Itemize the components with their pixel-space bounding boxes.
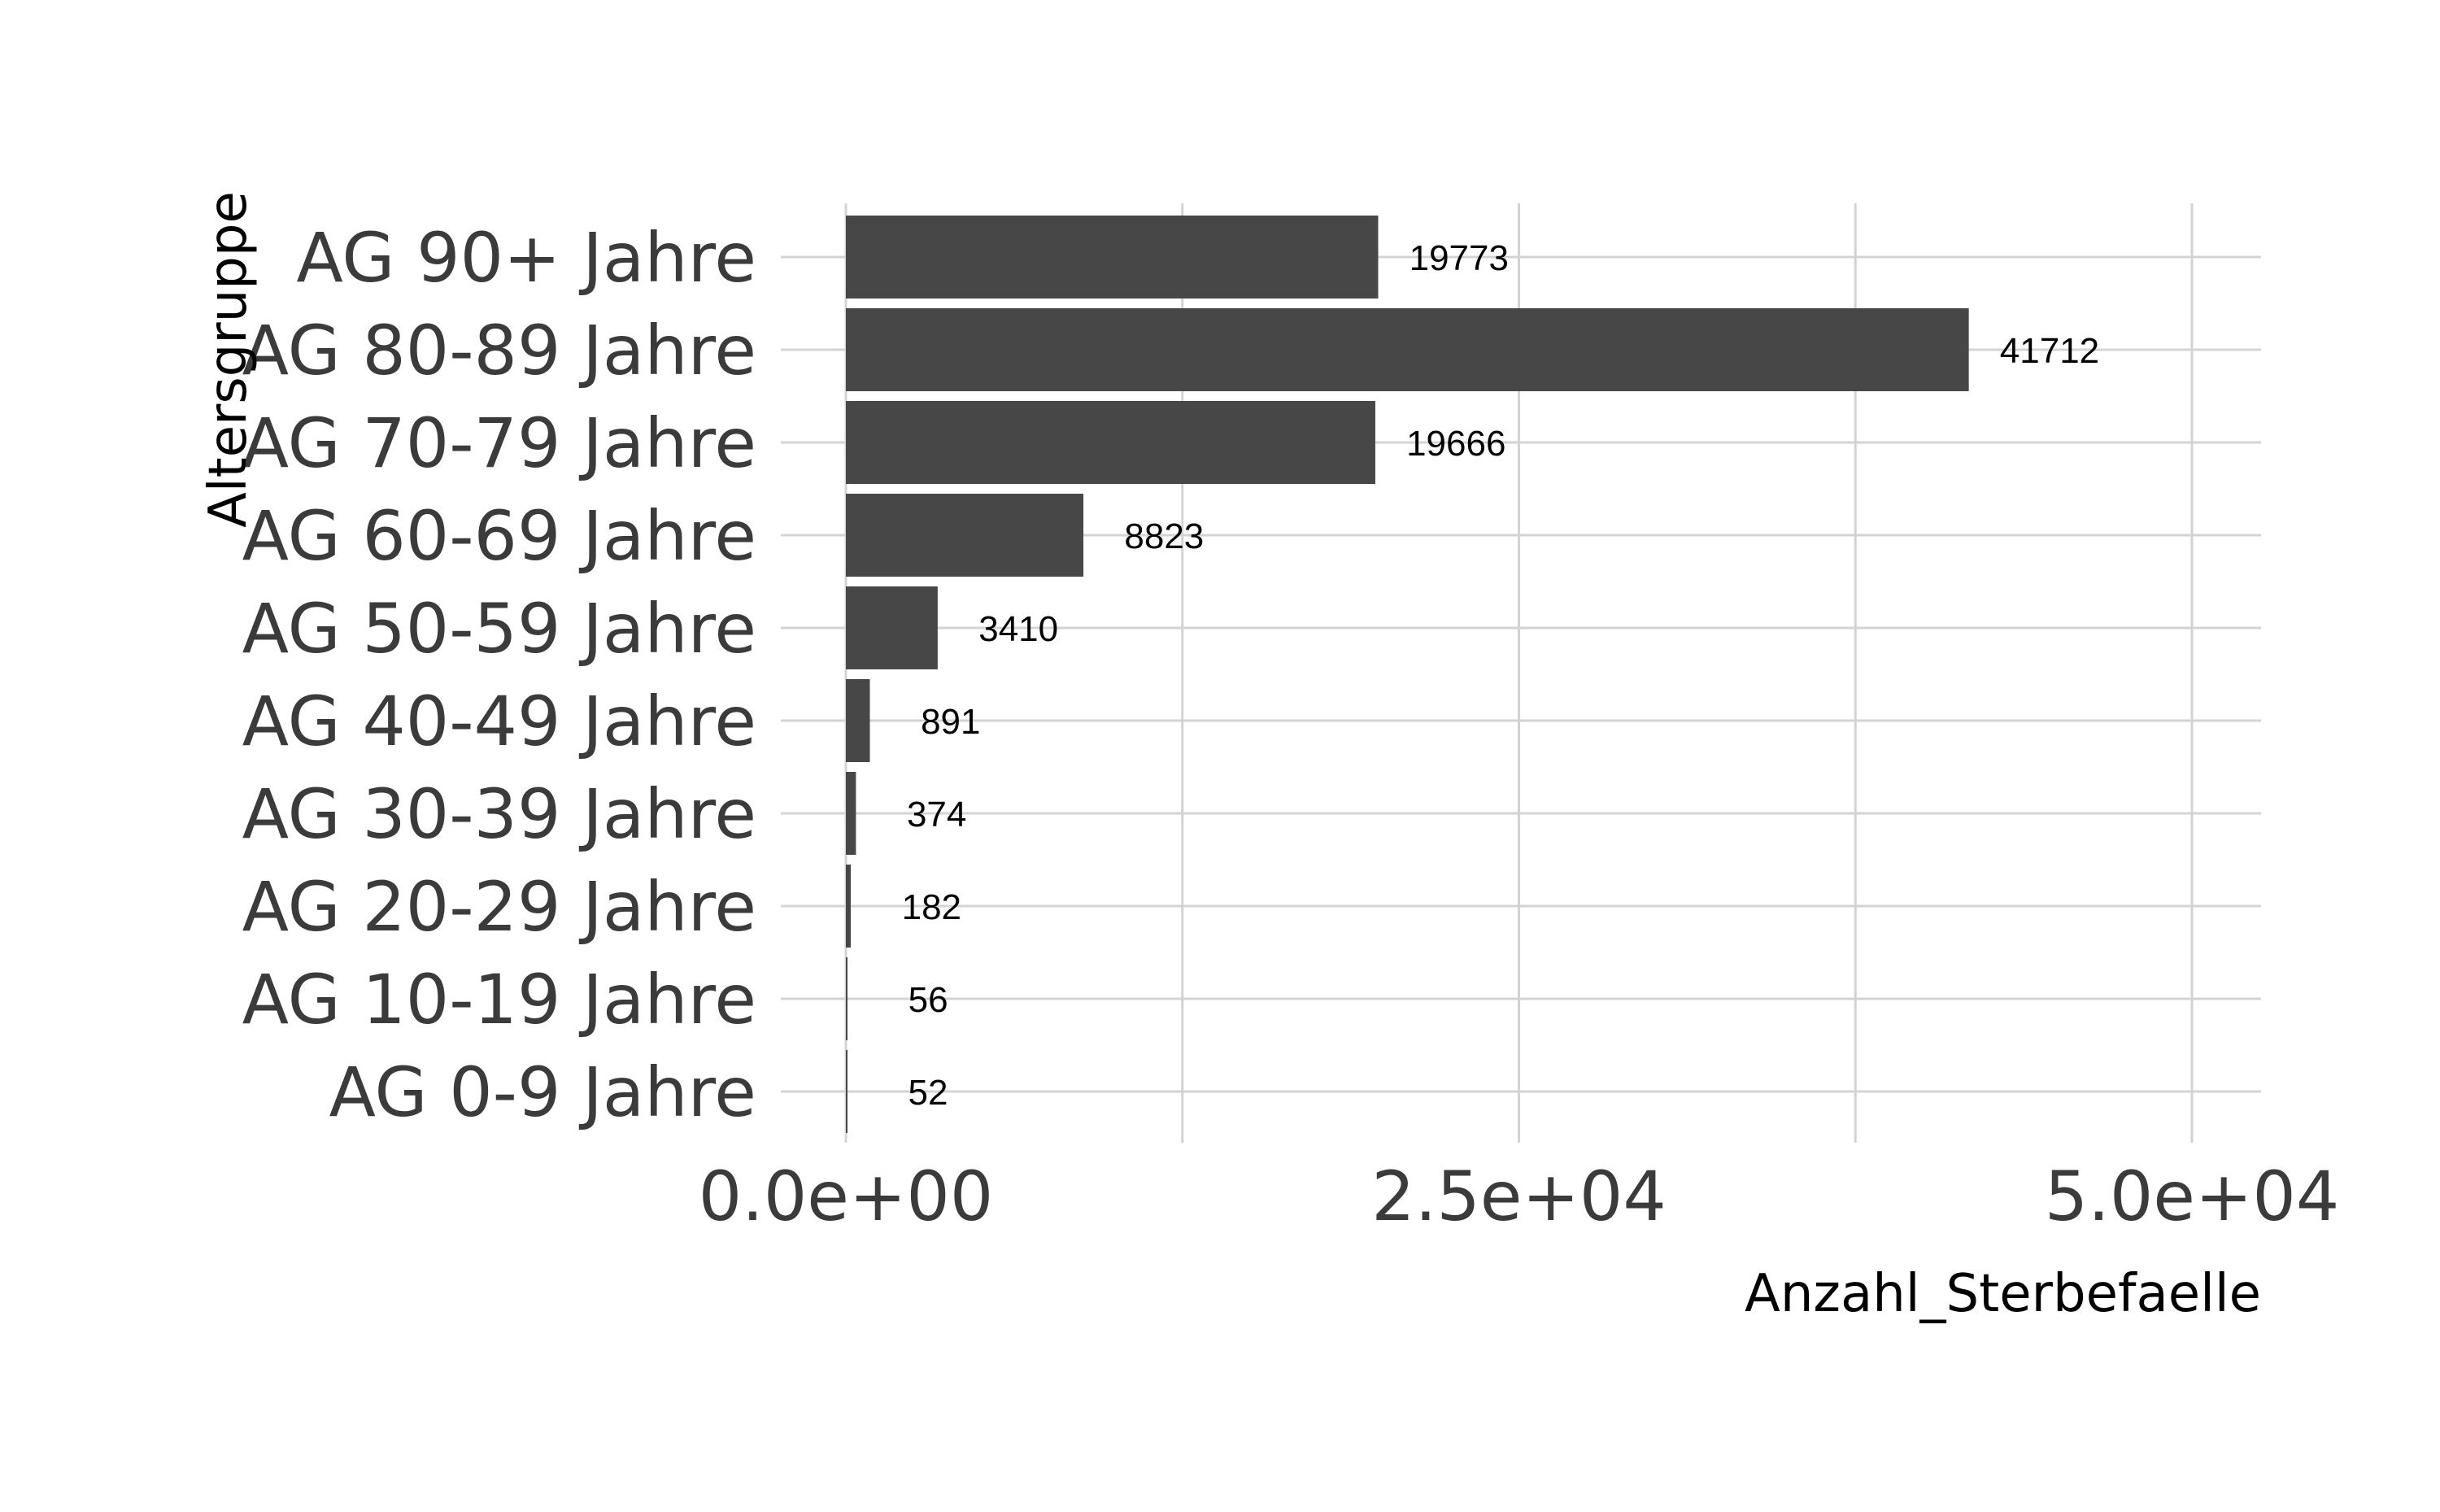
x-tick-label: 2.5e+04 (1371, 1157, 1667, 1236)
y-tick-label: AG 70-79 Jahre (242, 403, 756, 483)
bar (846, 216, 1379, 298)
bar (846, 586, 938, 669)
data-label: 891 (921, 702, 980, 742)
y-tick-label: AG 30-39 Jahre (242, 774, 756, 854)
y-tick-label: AG 50-59 Jahre (242, 589, 756, 669)
y-axis-tick-labels: AG 0-9 Jahre AG 10-19 Jahre AG 20-29 Jahre… (242, 218, 756, 1132)
bar (846, 679, 870, 762)
x-axis-tick-labels: 0.0e+00 2.5e+04 5.0e+04 (699, 1157, 2340, 1236)
y-axis-title: Altersgruppe (198, 191, 259, 528)
bar (846, 957, 847, 1040)
x-tick-label: 0.0e+00 (699, 1157, 994, 1236)
bar (846, 865, 852, 948)
x-axis-title: Anzahl_Sterbefaelle (1745, 1264, 2261, 1324)
y-tick-label: AG 60-69 Jahre (242, 496, 756, 576)
y-tick-label: AG 40-49 Jahre (242, 682, 756, 761)
data-label: 374 (907, 795, 966, 834)
bars-layer (846, 216, 1969, 1133)
bar (846, 401, 1375, 484)
y-tick-label: AG 10-19 Jahre (242, 960, 756, 1039)
data-label: 3410 (978, 609, 1058, 649)
y-tick-label: AG 20-29 Jahre (242, 867, 756, 947)
data-label: 19773 (1410, 238, 1509, 278)
data-labels-layer: 52 56 182 374 891 3410 8823 19666 41712 19773 (902, 238, 2100, 1113)
y-tick-label: AG 80-89 Jahre (242, 311, 756, 390)
data-label: 182 (902, 887, 961, 927)
data-label: 19666 (1406, 424, 1505, 464)
data-label: 41712 (2000, 331, 2099, 371)
y-tick-label: AG 0-9 Jahre (329, 1052, 756, 1132)
bar (846, 1050, 847, 1133)
y-tick-label: AG 90+ Jahre (296, 218, 756, 298)
data-label: 52 (908, 1073, 948, 1113)
data-label: 56 (908, 980, 948, 1020)
bar (846, 308, 1969, 391)
bar (846, 772, 856, 855)
data-label: 8823 (1124, 516, 1204, 556)
bar (846, 494, 1084, 577)
x-tick-label: 5.0e+04 (2045, 1157, 2340, 1236)
